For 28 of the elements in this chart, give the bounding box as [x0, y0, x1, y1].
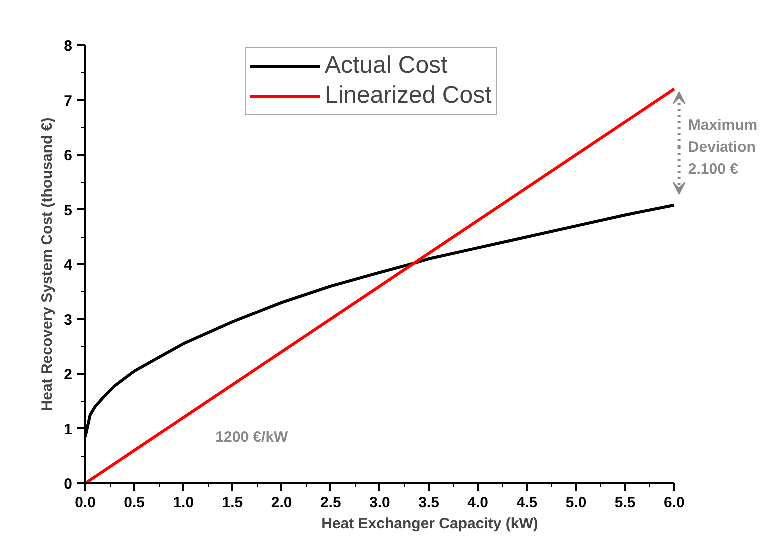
x-tick-label: 5.0 — [566, 494, 587, 512]
x-tick-label: 1.0 — [173, 494, 194, 512]
y-tick-label: 2 — [64, 366, 72, 384]
y-tick-label: 7 — [64, 92, 72, 110]
legend-label: Actual Cost — [325, 52, 448, 80]
legend-label: Linearized Cost — [325, 82, 492, 110]
x-tick-label: 4.0 — [468, 494, 489, 512]
y-tick-label: 4 — [64, 257, 74, 274]
x-tick-label: 0.5 — [124, 494, 146, 512]
annotation: 1200 €/kW — [216, 428, 290, 446]
x-tick-label: 0.0 — [75, 494, 96, 512]
y-tick-label: 5 — [64, 202, 72, 220]
y-tick-label: 0 — [64, 476, 72, 493]
x-tick-label: 3.0 — [370, 494, 390, 512]
x-axis-title: Heat Exchanger Capacity (kW) — [322, 516, 538, 532]
x-tick-label: 2.0 — [271, 494, 292, 512]
x-tick-label: 4.5 — [516, 494, 538, 512]
x-tick-label: 5.5 — [614, 494, 636, 512]
x-tick-label: 2.5 — [320, 494, 342, 512]
y-tick-label: 6 — [64, 148, 72, 164]
text: Maximum Deviation 2.100 € — [688, 116, 758, 178]
x-tick-label: 6.0 — [664, 494, 685, 512]
y-tick-label: 1 — [64, 421, 72, 438]
x-tick-label: 1.5 — [222, 494, 244, 512]
y-axis-title: Heat Recovery System Cost (thousand €) — [39, 118, 56, 412]
y-tick-label: 3 — [64, 312, 72, 329]
x-tick-label: 3.5 — [418, 494, 440, 512]
y-tick-label: 8 — [64, 38, 72, 55]
